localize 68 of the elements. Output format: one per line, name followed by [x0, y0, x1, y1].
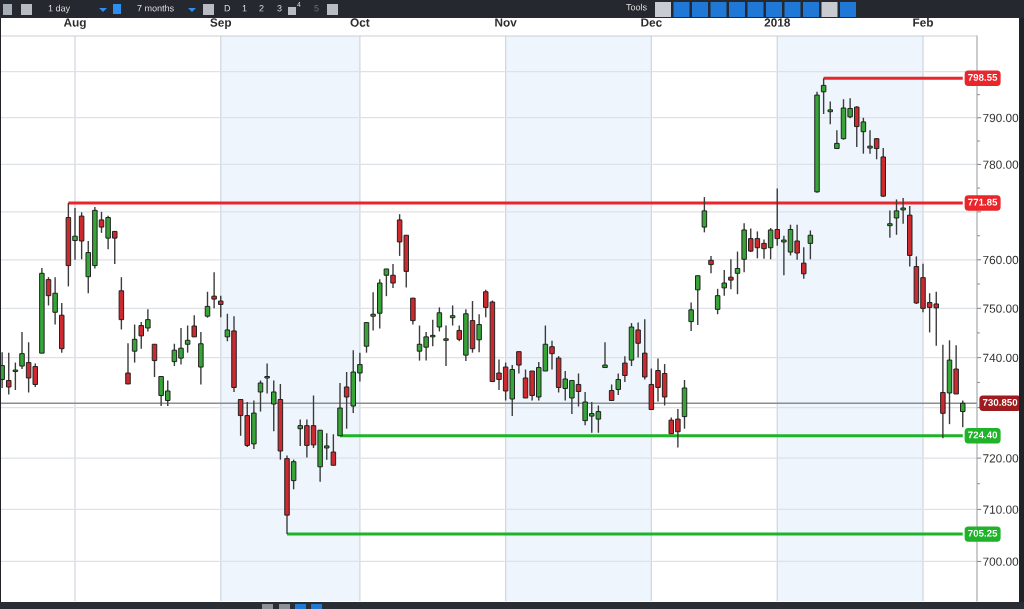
ref-line-label: 730.850 [982, 398, 1018, 406]
candlestick [801, 246, 807, 280]
candlestick [198, 331, 204, 386]
candlestick [834, 129, 840, 150]
candlestick [516, 350, 522, 375]
candlestick [218, 294, 224, 318]
text: 2 [259, 5, 264, 12]
candlestick [701, 196, 708, 234]
candlestick [887, 209, 893, 239]
text: Tools [626, 3, 647, 11]
x-tick-label: Aug [63, 18, 86, 30]
candlestick [960, 399, 966, 428]
candlestick [449, 304, 456, 327]
candlestick [6, 351, 12, 396]
y-tick-label: 790.00 [983, 113, 1019, 123]
candlestick [615, 372, 621, 396]
data-label: 724.40 [968, 431, 998, 439]
candlestick [204, 291, 211, 319]
candlestick [820, 77, 827, 115]
x-tick-label: Dec [641, 18, 662, 27]
candlestick [191, 314, 197, 338]
y-tick-label: 740.00 [983, 353, 1019, 363]
text: D [224, 5, 231, 12]
data-label: 798.55 [968, 73, 998, 81]
x-tick-label: Nov [495, 18, 517, 27]
candlestick [642, 318, 648, 381]
y-tick-label: 760.00 [983, 255, 1019, 265]
candlestick [708, 255, 714, 275]
candlestick [363, 321, 370, 354]
candlestick [131, 323, 138, 364]
candlestick [151, 343, 158, 378]
candlestick [436, 306, 443, 333]
text: 5 [314, 5, 319, 12]
candlestick [827, 100, 833, 125]
y-tick-label: 750.00 [983, 304, 1019, 313]
candlestick [714, 288, 721, 315]
text: 1 day [48, 4, 71, 14]
candlestick [12, 361, 19, 391]
candlestick [125, 342, 131, 385]
candlestick [370, 291, 376, 332]
x-tick-label: Feb [913, 18, 934, 27]
candlestick [330, 433, 337, 466]
data-label: 771.85 [968, 198, 998, 206]
text: 1 [242, 5, 247, 12]
candlestick [443, 324, 449, 367]
candlestick [410, 297, 416, 326]
y-tick-label: 700.00 [983, 557, 1019, 566]
candlestick [264, 362, 270, 395]
y-tick-label: 710.00 [983, 505, 1019, 514]
candlestick [728, 258, 734, 291]
candlestick [211, 271, 217, 310]
data-label: 705.25 [968, 529, 998, 537]
x-tick-label: Sep [210, 18, 232, 30]
y-tick-label: 780.00 [983, 160, 1019, 169]
candlestick [622, 355, 628, 383]
candlestick [695, 275, 701, 326]
candlestick [807, 229, 814, 260]
candlestick [734, 250, 741, 295]
candlestick [184, 324, 191, 354]
y-tick-label: 720.00 [983, 454, 1019, 463]
candlestick [688, 301, 694, 332]
x-tick-label: Oct [350, 18, 370, 27]
candlestick [602, 341, 608, 369]
x-tick-label: 2018 [764, 18, 791, 27]
candlestick [257, 379, 264, 413]
text: 7 months [137, 4, 174, 12]
text: 3 [277, 5, 282, 12]
candlestick [721, 269, 727, 297]
